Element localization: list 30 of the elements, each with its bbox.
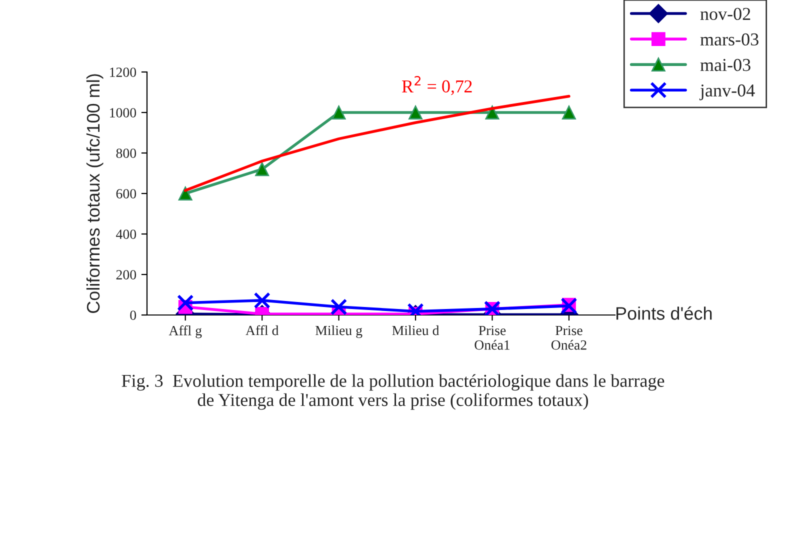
x-tick-label: Milieu d: [392, 325, 440, 336]
legend-label: mars-03: [700, 33, 758, 46]
x-axis-title: Points d'éch: [616, 306, 712, 320]
annotation: R$^{2}$ = 0,72: [402, 76, 472, 96]
point: [485, 106, 500, 120]
point: [330, 298, 348, 315]
point: [177, 294, 194, 312]
point: [562, 106, 576, 120]
legend-label: nov-02: [700, 8, 750, 20]
point: [332, 106, 346, 120]
legend-label: janv-04: [699, 84, 755, 100]
y-tick-label: 1200: [110, 68, 136, 77]
point: [408, 106, 422, 120]
y-tick-label: 200: [116, 270, 136, 280]
x-tick-label: Affl d: [246, 325, 279, 336]
y-axis-title: Coliformes totaux (ufc/100 ml): [86, 74, 104, 313]
point: [254, 292, 270, 309]
y-tick-label: 0: [130, 310, 136, 320]
point: [178, 186, 192, 200]
x-tick-label: Prise Onéa2: [551, 326, 586, 350]
y-tick-label: 800: [116, 148, 136, 158]
x-tick-label: Affl g: [168, 325, 202, 338]
x-tick-label: Prise Onéa1: [474, 326, 510, 350]
x-tick-label: Milieu g: [315, 325, 362, 338]
caption: Fig. 3 Evolution temporelle de la pollution bactériologique dans le barrage de Yitenga de l'amont vers la prise (coliformes totaux): [122, 374, 664, 410]
y-tick-label: 1000: [110, 108, 136, 118]
point: [255, 162, 270, 176]
y-tick-label: 600: [116, 189, 136, 198]
y-tick-label: 400: [116, 230, 136, 239]
legend-label: mai-03: [700, 58, 750, 72]
